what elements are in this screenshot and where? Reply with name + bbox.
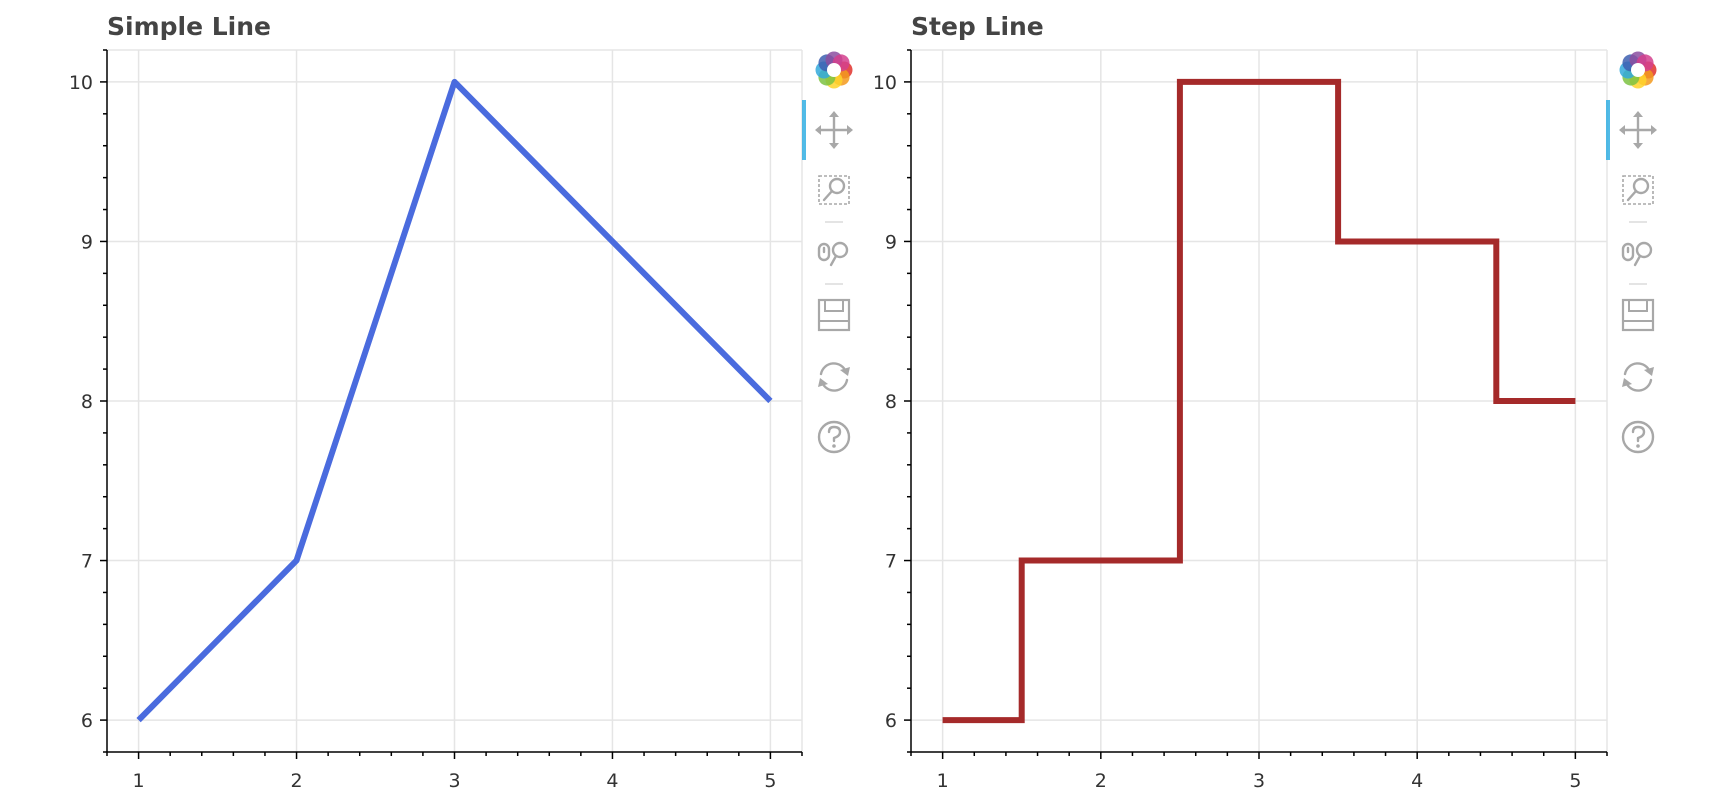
x-tick-label: 4 xyxy=(1411,770,1423,792)
y-tick-label: 8 xyxy=(81,391,93,413)
x-tick-label: 2 xyxy=(1095,770,1107,792)
x-tick-label: 1 xyxy=(133,770,145,792)
x-tick-label: 2 xyxy=(290,770,302,792)
y-tick-label: 9 xyxy=(81,231,93,253)
toolbar xyxy=(802,51,854,457)
pan-icon[interactable] xyxy=(814,110,854,150)
chart-panel-2: Step Line 6 7 8 9 10 1 2 3 4 5 xyxy=(873,12,1608,792)
wheel-zoom-icon[interactable] xyxy=(1618,233,1658,273)
y-tick-label: 10 xyxy=(873,72,897,94)
reset-icon[interactable] xyxy=(1618,357,1658,397)
chart-title: Step Line xyxy=(911,12,1044,41)
line-series xyxy=(136,78,773,723)
y-tick-label: 6 xyxy=(81,710,93,732)
save-icon[interactable] xyxy=(814,295,854,335)
help-icon[interactable] xyxy=(1618,417,1658,457)
box-zoom-icon[interactable] xyxy=(814,170,854,210)
chart-panel-1: Simple Line 6 7 8 9 10 1 2 3 4 5 xyxy=(69,12,803,792)
help-icon[interactable] xyxy=(814,417,854,457)
chart-title: Simple Line xyxy=(107,12,271,41)
save-icon[interactable] xyxy=(1618,295,1658,335)
y-tick-label: 10 xyxy=(69,72,93,94)
y-tick-label: 6 xyxy=(885,710,897,732)
y-tick-label: 7 xyxy=(81,551,93,573)
step-line-series xyxy=(942,78,1576,724)
active-tool-indicator xyxy=(1606,100,1610,160)
x-tick-label: 1 xyxy=(937,770,949,792)
box-zoom-icon[interactable] xyxy=(1618,170,1658,210)
toolbar xyxy=(1606,51,1658,457)
pan-icon[interactable] xyxy=(1618,110,1658,150)
x-tick-label: 3 xyxy=(448,770,460,792)
x-tick-label: 5 xyxy=(764,770,776,792)
x-tick-label: 5 xyxy=(1569,770,1581,792)
active-tool-indicator xyxy=(802,100,806,160)
y-tick-label: 7 xyxy=(885,551,897,573)
reset-icon[interactable] xyxy=(814,357,854,397)
bokeh-logo-icon[interactable] xyxy=(815,51,853,89)
x-tick-label: 4 xyxy=(606,770,618,792)
y-tick-label: 9 xyxy=(885,231,897,253)
wheel-zoom-icon[interactable] xyxy=(814,233,854,273)
bokeh-logo-icon[interactable] xyxy=(1619,51,1657,89)
y-tick-label: 8 xyxy=(885,391,897,413)
x-tick-label: 3 xyxy=(1253,770,1265,792)
